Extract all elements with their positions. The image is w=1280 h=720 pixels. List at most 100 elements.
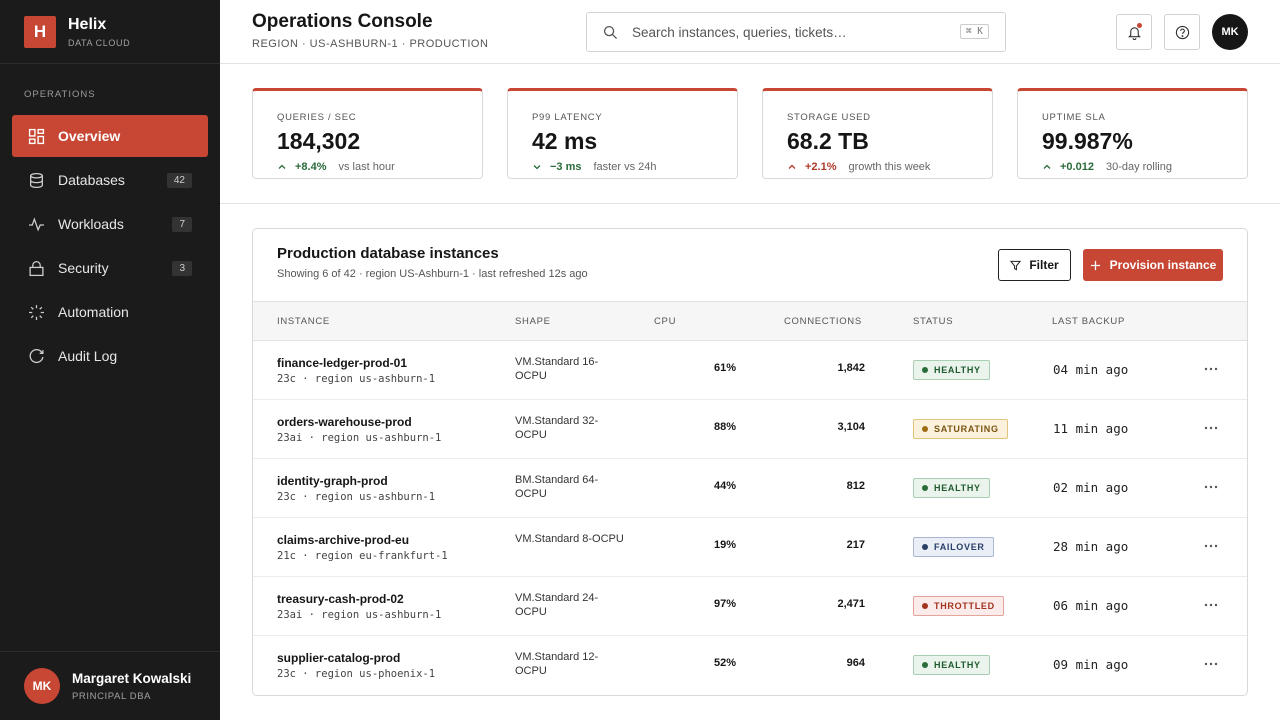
- kpi-note: faster vs 24h: [593, 161, 657, 173]
- filter-button[interactable]: Filter: [998, 249, 1071, 281]
- sidebar-item-label: Security: [58, 260, 109, 276]
- search-input[interactable]: [632, 24, 932, 40]
- header: Operations Console REGION · US-ASHBURN-1…: [220, 0, 1280, 64]
- table-row[interactable]: supplier-catalog-prod 23c · region us-pho…: [253, 636, 1247, 695]
- sidebar-item-databases[interactable]: Databases 42: [12, 159, 208, 201]
- status-badge: THROTTLED: [913, 596, 1004, 616]
- instance-meta: 23ai · region us-ashburn-1: [277, 609, 442, 621]
- table-row[interactable]: claims-archive-prod-eu 21c · region eu-fr…: [253, 518, 1247, 577]
- notification-dot: [1137, 23, 1142, 28]
- column-header-cpu[interactable]: CPU: [654, 316, 677, 327]
- current-user[interactable]: MK Margaret Kowalski PRINCIPAL DBA: [0, 651, 220, 720]
- row-actions-button[interactable]: [1199, 357, 1223, 381]
- status-dot: [922, 485, 928, 491]
- kpi-note: growth this week: [848, 161, 931, 173]
- instance-connections: 3,104: [837, 421, 865, 433]
- status-badge: HEALTHY: [913, 478, 990, 498]
- chevron-down-icon: [533, 165, 541, 170]
- row-actions-button[interactable]: [1199, 475, 1223, 499]
- sidebar-item-audit-log[interactable]: Audit Log: [12, 335, 208, 377]
- column-header-status[interactable]: STATUS: [913, 316, 954, 327]
- status-text: HEALTHY: [934, 660, 981, 670]
- spark-icon: [29, 304, 44, 320]
- sidebar-item-overview[interactable]: Overview: [12, 115, 208, 157]
- instance-last-backup: 28 min ago: [1053, 539, 1129, 554]
- row-actions-button[interactable]: [1199, 416, 1223, 440]
- more-horizontal-icon: [1204, 544, 1218, 548]
- user-name: Margaret Kowalski: [72, 670, 192, 686]
- status-dot: [922, 544, 928, 550]
- instance-name[interactable]: claims-archive-prod-eu: [277, 533, 410, 547]
- more-horizontal-icon: [1204, 603, 1218, 607]
- instance-shape: VM.Standard 8-OCPU: [515, 533, 624, 545]
- brand-name: Helix: [68, 15, 107, 33]
- brand-subtitle: DATA CLOUD: [68, 37, 131, 48]
- table-row[interactable]: treasury-cash-prod-02 23ai · region us-as…: [253, 577, 1247, 636]
- search-box[interactable]: ⌘ K: [586, 12, 1006, 52]
- instance-name[interactable]: identity-graph-prod: [277, 474, 388, 488]
- column-header-shape[interactable]: SHAPE: [515, 316, 551, 327]
- history-icon: [29, 348, 44, 363]
- kpi-label: QUERIES / SEC: [277, 112, 357, 123]
- status-text: THROTTLED: [934, 601, 995, 611]
- table-header: INSTANCE SHAPE CPU CONNECTIONS STATUS LA…: [253, 301, 1247, 341]
- instances-card: Production database instances Showing 6 …: [252, 228, 1248, 696]
- kpi-delta: −3 ms: [550, 161, 582, 173]
- sidebar-item-label: Databases: [58, 172, 125, 188]
- kpi-note: vs last hour: [338, 161, 395, 173]
- brand[interactable]: H Helix DATA CLOUD: [0, 0, 220, 64]
- instance-meta: 23c · region us-ashburn-1: [277, 491, 436, 503]
- column-header-last-backup[interactable]: LAST BACKUP: [1052, 316, 1125, 327]
- column-header-connections[interactable]: CONNECTIONS: [784, 316, 862, 327]
- sidebar-item-label: Audit Log: [58, 348, 118, 364]
- search-shortcut: ⌘ K: [959, 24, 989, 39]
- instance-cpu: 19%: [713, 539, 736, 551]
- instance-last-backup: 09 min ago: [1053, 657, 1129, 672]
- sidebar-item-workloads[interactable]: Workloads 7: [12, 203, 208, 245]
- column-header-instance[interactable]: INSTANCE: [277, 316, 330, 327]
- status-text: FAILOVER: [934, 542, 985, 552]
- instance-name[interactable]: finance-ledger-prod-01: [277, 356, 408, 370]
- nav-section-label: OPERATIONS: [24, 89, 96, 100]
- count-badge: 42: [166, 172, 192, 188]
- sidebar-item-automation[interactable]: Automation: [12, 291, 208, 333]
- more-horizontal-icon: [1204, 426, 1218, 430]
- status-dot: [922, 426, 928, 432]
- table-row[interactable]: identity-graph-prod 23c · region us-ashbu…: [253, 459, 1247, 518]
- search-icon: [603, 25, 618, 39]
- instance-cpu: 88%: [713, 421, 736, 433]
- instance-last-backup: 11 min ago: [1053, 421, 1129, 436]
- pulse-icon: [29, 216, 44, 232]
- more-horizontal-icon: [1204, 485, 1218, 489]
- kpi-value: 99.987%: [1042, 128, 1133, 154]
- sidebar-item-security[interactable]: Security 3: [12, 247, 208, 289]
- row-actions-button[interactable]: [1199, 534, 1223, 558]
- instance-name[interactable]: treasury-cash-prod-02: [277, 592, 404, 606]
- instance-shape: VM.Standard 12-OCPU: [515, 651, 599, 677]
- kpi-note: 30-day rolling: [1105, 161, 1172, 173]
- instance-meta: 23c · region us-phoenix-1: [277, 668, 436, 680]
- provision-instance-button[interactable]: Provision instance: [1083, 249, 1223, 281]
- instance-name[interactable]: supplier-catalog-prod: [277, 651, 401, 665]
- instance-meta: 21c · region eu-frankfurt-1: [277, 550, 448, 562]
- table-row[interactable]: finance-ledger-prod-01 23c · region us-as…: [253, 341, 1247, 400]
- instance-cpu: 61%: [713, 362, 736, 374]
- grid-icon: [28, 128, 45, 144]
- plus-icon: [1090, 260, 1100, 270]
- kpi-value: 184,302: [277, 128, 361, 154]
- status-badge: HEALTHY: [913, 655, 990, 675]
- instance-name[interactable]: orders-warehouse-prod: [277, 415, 412, 429]
- help-button[interactable]: [1164, 14, 1200, 50]
- table-row[interactable]: orders-warehouse-prod 23ai · region us-as…: [253, 400, 1247, 459]
- row-actions-button[interactable]: [1199, 593, 1223, 617]
- user-role: PRINCIPAL DBA: [72, 690, 152, 702]
- user-avatar-button[interactable]: MK: [1212, 14, 1248, 50]
- filter-label: Filter: [1029, 258, 1059, 272]
- row-actions-button[interactable]: [1199, 652, 1223, 676]
- chevron-up-icon: [1043, 164, 1051, 169]
- count-badge: 7: [172, 216, 192, 232]
- notifications-button[interactable]: [1116, 14, 1152, 50]
- instance-shape: BM.Standard 64-OCPU: [515, 474, 599, 500]
- page-subtitle: REGION · US-ASHBURN-1 · PRODUCTION: [252, 38, 489, 50]
- kpi-card-latency: P99 LATENCY 42 ms −3 ms faster vs 24h: [507, 88, 738, 179]
